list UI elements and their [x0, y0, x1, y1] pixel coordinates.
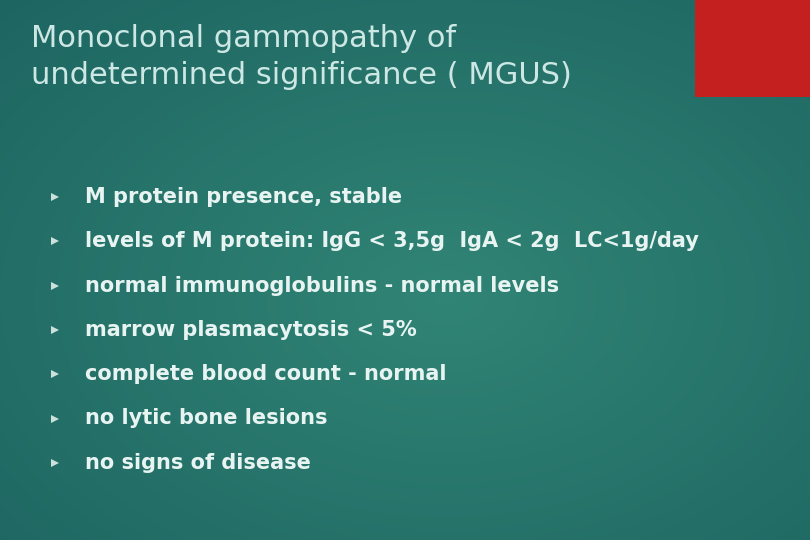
- Text: no signs of disease: no signs of disease: [85, 453, 311, 473]
- Text: complete blood count - normal: complete blood count - normal: [85, 364, 446, 384]
- Text: M protein presence, stable: M protein presence, stable: [85, 187, 403, 207]
- Text: Monoclonal gammopathy of
undetermined significance ( MGUS): Monoclonal gammopathy of undetermined si…: [31, 24, 572, 90]
- Bar: [695, 0, 810, 97]
- Text: no lytic bone lesions: no lytic bone lesions: [85, 408, 327, 429]
- Text: marrow plasmacytosis < 5%: marrow plasmacytosis < 5%: [85, 320, 417, 340]
- Text: normal immunoglobulins - normal levels: normal immunoglobulins - normal levels: [85, 275, 559, 296]
- Text: levels of M protein: IgG < 3,5g  IgA < 2g  LC<1g/day: levels of M protein: IgG < 3,5g IgA < 2g…: [85, 231, 699, 252]
